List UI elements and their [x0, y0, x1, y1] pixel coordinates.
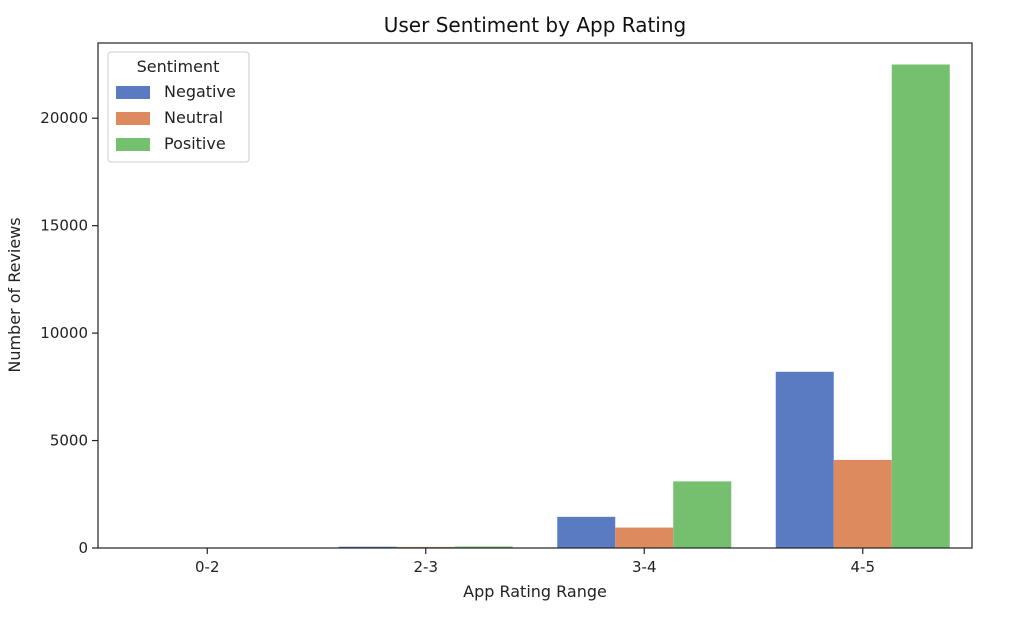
y-tick-label: 0 — [78, 539, 88, 557]
bar-positive-2-3 — [454, 546, 513, 548]
y-tick-label: 10000 — [40, 324, 88, 342]
x-axis-label: App Rating Range — [463, 582, 607, 601]
legend-label-neutral: Neutral — [164, 108, 223, 127]
chart-title: User Sentiment by App Rating — [384, 13, 686, 37]
plot-frame — [97, 42, 973, 549]
legend-box — [107, 51, 250, 163]
legend-items: Negative Neutral Positive — [116, 82, 236, 153]
y-axis-ticks: 0 5000 10000 15000 20000 — [40, 109, 98, 557]
legend-label-positive: Positive — [164, 134, 226, 153]
bar-positive-4-5 — [891, 64, 950, 548]
x-tick-label: 0-2 — [195, 558, 220, 576]
bar-positive-3-4 — [673, 481, 732, 548]
bars-group — [120, 64, 950, 548]
y-tick-label: 5000 — [50, 432, 88, 450]
bar-negative-2-3 — [338, 546, 397, 548]
y-tick-label: 15000 — [40, 217, 88, 235]
bar-negative-4-5 — [775, 371, 834, 548]
legend-swatch-neutral — [116, 112, 150, 125]
legend-label-negative: Negative — [164, 82, 236, 101]
x-tick-label: 4-5 — [851, 558, 876, 576]
legend-swatch-positive — [116, 138, 150, 151]
x-tick-label: 2-3 — [414, 558, 439, 576]
bar-negative-3-4 — [557, 516, 616, 548]
legend-title: Sentiment — [137, 57, 220, 76]
plot-area: 0 5000 10000 15000 20000 0-2 2-3 3-4 4-5 — [40, 42, 973, 576]
legend-swatch-negative — [116, 86, 150, 99]
x-tick-label: 3-4 — [632, 558, 657, 576]
y-tick-label: 20000 — [40, 109, 88, 127]
bar-neutral-3-4 — [615, 527, 674, 548]
x-axis-ticks: 0-2 2-3 3-4 4-5 — [195, 548, 875, 576]
legend: Sentiment Negative Neutral Positive — [107, 51, 250, 163]
bar-neutral-4-5 — [833, 459, 892, 548]
y-axis-label: Number of Reviews — [5, 217, 24, 372]
